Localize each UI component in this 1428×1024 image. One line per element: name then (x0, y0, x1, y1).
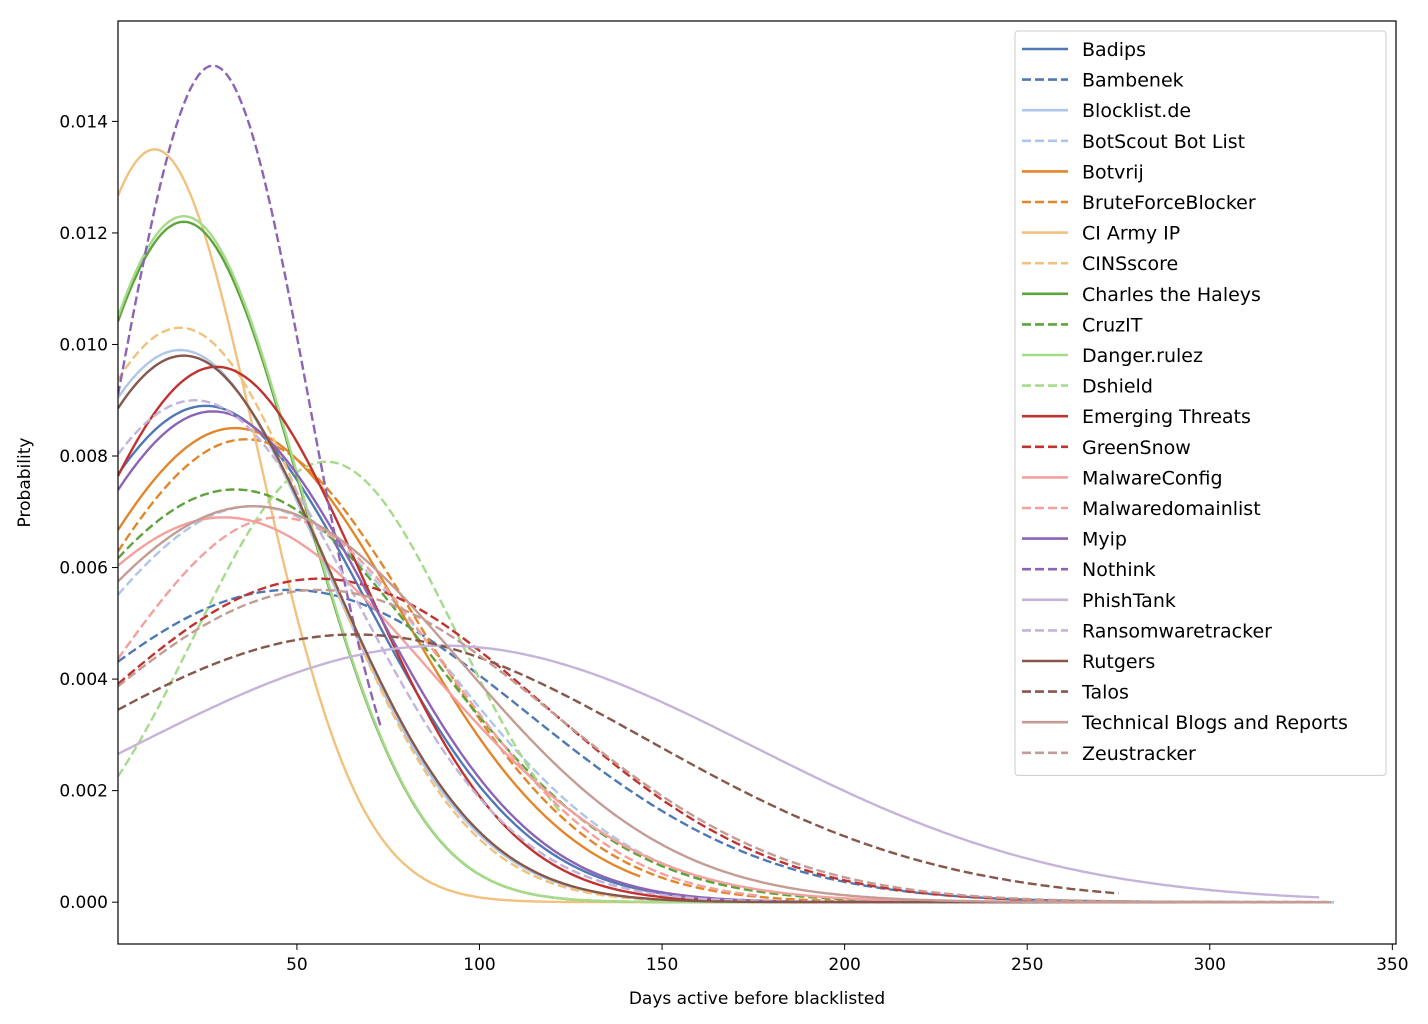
legend: Badips Bambenek Blocklist.de BotScout Bot L… (1014, 30, 1387, 776)
legend-label: Emerging Threats (1082, 406, 1251, 428)
series-line-botvrij (118, 426, 641, 878)
legend-label: Myip (1082, 529, 1127, 551)
series-line-botscout-bot-list (118, 504, 758, 892)
legend-label: CruzIT (1082, 314, 1143, 336)
y-tick-label: 0.006 (59, 559, 108, 579)
series-line-nothink (118, 64, 383, 728)
y-tick-label: 0.000 (59, 893, 108, 913)
x-tick-label: 50 (286, 955, 308, 975)
legend-label: Dshield (1082, 376, 1153, 398)
legend-label: Badips (1082, 39, 1146, 61)
series-line-phishtank (118, 644, 1320, 899)
legend-label: Nothink (1082, 559, 1156, 581)
legend-label: Ransomwaretracker (1082, 620, 1272, 642)
legend-label: BotScout Bot List (1082, 131, 1245, 153)
legend-label: BruteForceBlocker (1082, 192, 1256, 214)
y-tick-label: 0.008 (59, 447, 108, 467)
x-tick-label: 200 (828, 955, 860, 975)
y-axis: 0.000 0.002 0.004 0.006 0.008 0.010 0.012 0.014 (59, 112, 118, 913)
legend-label: Charles the Haleys (1082, 284, 1261, 306)
legend-label: Bambenek (1082, 70, 1184, 92)
plot-frame (117, 20, 1397, 945)
y-tick-label: 0.010 (59, 335, 108, 355)
legend-label: Blocklist.de (1082, 100, 1191, 122)
x-tick-label: 150 (646, 955, 678, 975)
legend-label: Danger.rulez (1082, 345, 1203, 367)
x-tick-label: 350 (1376, 955, 1408, 975)
series-line-zeustracker (118, 588, 1331, 904)
x-axis-label: Days active before blacklisted (629, 989, 885, 1009)
legend-label: Talos (1081, 682, 1129, 704)
legend-label: Botvrij (1082, 161, 1144, 183)
legend-label: Technical Blogs and Reports (1081, 712, 1348, 734)
series-layer (118, 64, 1334, 904)
legend-label: CI Army IP (1082, 223, 1180, 245)
y-tick-label: 0.002 (59, 782, 108, 802)
legend-label: MalwareConfig (1082, 467, 1223, 489)
legend-label: Malwaredomainlist (1082, 498, 1261, 520)
legend-label: Zeustracker (1082, 743, 1196, 765)
y-tick-label: 0.014 (59, 112, 108, 132)
series-line-malwaredomainlist (118, 516, 758, 897)
x-tick-label: 300 (1194, 955, 1226, 975)
legend-label: Rutgers (1082, 651, 1155, 673)
x-axis: 50 100 150 200 250 300 350 (286, 944, 1409, 975)
y-axis-label: Probability (15, 438, 35, 528)
legend-label: PhishTank (1082, 590, 1176, 612)
y-tick-label: 0.004 (59, 670, 108, 690)
x-tick-label: 100 (463, 955, 495, 975)
legend-label: CINSscore (1082, 253, 1178, 275)
series-line-talos (118, 633, 1119, 895)
x-tick-label: 250 (1011, 955, 1043, 975)
legend-box (1014, 30, 1387, 776)
legend-label: GreenSnow (1082, 437, 1191, 459)
y-tick-label: 0.012 (59, 224, 108, 244)
